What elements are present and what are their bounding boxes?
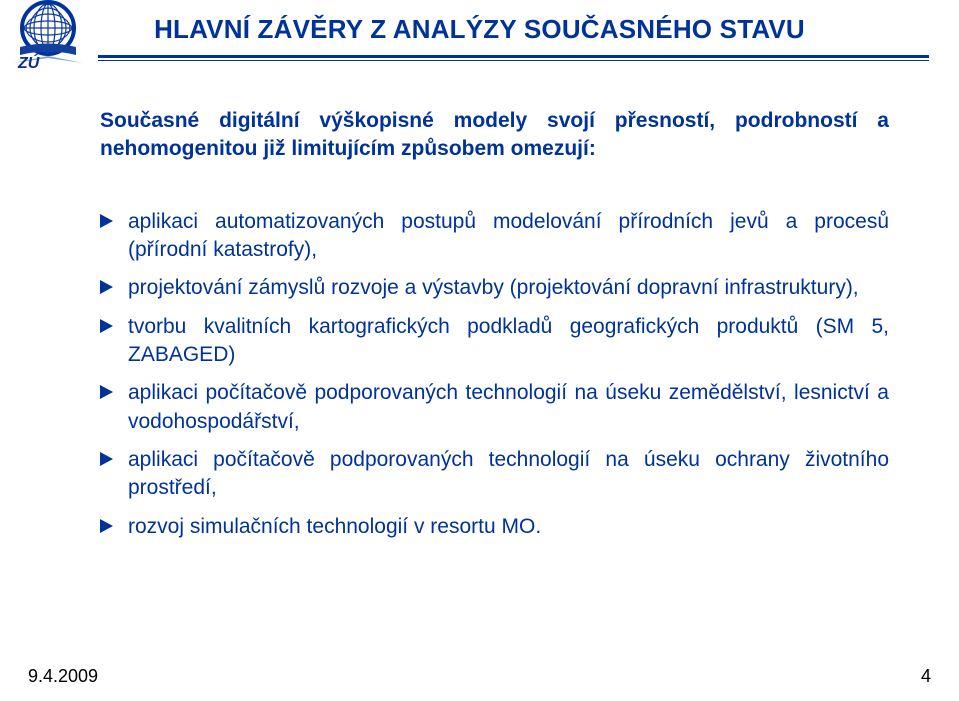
bullet-list: aplikaci automatizovaných postupů modelo…	[100, 208, 889, 541]
list-item: projektování zámyslů rozvoje a výstavby …	[100, 274, 889, 302]
title-rule	[0, 55, 959, 61]
footer-date: 9.4.2009	[28, 666, 98, 687]
logo-badge-text: ZÚ	[17, 53, 40, 70]
lead-paragraph: Současné digitální výškopisné modely svo…	[100, 107, 889, 164]
title-rule-thin	[98, 60, 929, 61]
list-item: tvorbu kvalitních kartografických podkla…	[100, 313, 889, 370]
list-item: rozvoj simulačních technologií v resortu…	[100, 513, 889, 541]
org-logo: ZÚ	[8, 0, 88, 70]
list-item: aplikaci počítačově podporovaných techno…	[100, 379, 889, 436]
title-rule-thick	[98, 55, 929, 58]
footer-page-number: 4	[921, 666, 931, 687]
slide-title: HLAVNÍ ZÁVĚRY Z ANALÝZY SOUČASNÉHO STAVU	[0, 8, 959, 55]
slide-page: ZÚ HLAVNÍ ZÁVĚRY Z ANALÝZY SOUČASNÉHO ST…	[0, 0, 959, 701]
slide-body: Současné digitální výškopisné modely svo…	[0, 61, 959, 541]
slide-header: ZÚ HLAVNÍ ZÁVĚRY Z ANALÝZY SOUČASNÉHO ST…	[0, 0, 959, 61]
list-item: aplikaci počítačově podporovaných techno…	[100, 446, 889, 503]
list-item: aplikaci automatizovaných postupů modelo…	[100, 208, 889, 265]
org-logo-svg: ZÚ	[8, 0, 88, 70]
slide-footer: 9.4.2009 4	[0, 666, 959, 687]
